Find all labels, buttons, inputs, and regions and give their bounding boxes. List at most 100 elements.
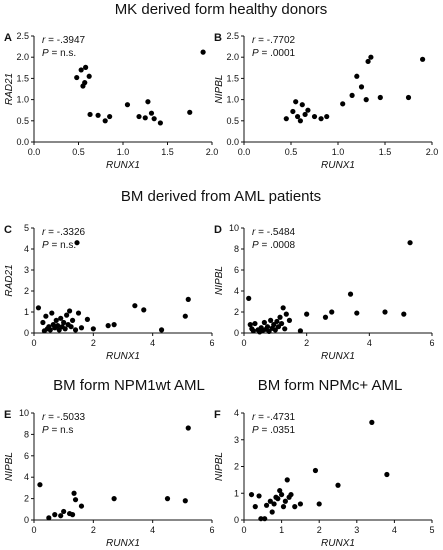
panel-c: C 0 2 4 6 0 1 2 3 4 5 RUNX1 RAD21 r = -.3326 P = n.s.	[4, 223, 215, 362]
data-point-b	[305, 107, 311, 113]
data-point-a	[200, 49, 206, 55]
data-point-e	[72, 497, 79, 503]
stat-r-f: r = -.4731	[252, 412, 296, 423]
data-point-e	[71, 490, 77, 496]
data-point-b	[349, 92, 355, 98]
data-point-f	[258, 516, 264, 522]
data-point-c	[74, 240, 80, 246]
data-point-b	[293, 99, 299, 105]
data-point-e	[185, 425, 191, 431]
data-point-e	[37, 482, 43, 488]
x-tick-label-f: 5	[429, 525, 434, 535]
data-point-b	[311, 113, 318, 120]
data-point-b	[324, 113, 330, 120]
data-point-f	[280, 504, 287, 510]
data-point-f	[269, 509, 275, 515]
data-point-d	[250, 328, 256, 334]
x-tick-label-b: 0.5	[285, 147, 298, 157]
data-point-c	[111, 322, 117, 328]
data-point-a	[78, 67, 84, 73]
y-tick-label-c: 3	[24, 265, 29, 275]
x-tick-label-b: 1.0	[332, 147, 345, 157]
data-point-c	[49, 310, 55, 316]
y-tick-label-e: 6	[24, 451, 29, 461]
panel-letter-d: D	[214, 224, 222, 236]
y-axis-label-b: NIPBL	[214, 75, 225, 104]
stat-r-c: r = -.3326	[42, 227, 86, 238]
x-tick-label-f: 2	[317, 525, 322, 535]
data-point-a	[107, 113, 113, 120]
data-point-d	[279, 320, 285, 327]
data-point-f	[282, 498, 288, 504]
data-point-e	[46, 515, 52, 521]
data-point-c	[40, 319, 46, 326]
data-point-c	[68, 324, 74, 330]
y-tick-label-a: 2.0	[16, 52, 29, 62]
y-tick-label-d: 10	[229, 223, 239, 233]
x-tick-label-a: 0.5	[72, 147, 85, 157]
x-tick-label-d: 0	[241, 338, 246, 348]
stat-r-a: r = -.3947	[42, 35, 86, 46]
data-point-a	[82, 80, 88, 86]
data-point-f	[277, 487, 283, 494]
y-tick-label-a: 1.0	[16, 95, 29, 105]
y-tick-label-e: 2	[24, 494, 29, 504]
data-point-c	[64, 312, 70, 318]
data-point-d	[347, 291, 354, 297]
data-point-b	[294, 113, 301, 120]
stat-p-f: P = .0351	[252, 425, 296, 436]
stat-r-d: r = -.5484	[252, 227, 296, 238]
panel-letter-a: A	[4, 32, 12, 44]
panel-letter-f: F	[214, 409, 221, 421]
x-tick-label-f: 1	[279, 525, 284, 535]
data-point-e	[182, 498, 188, 504]
data-point-b	[340, 101, 346, 107]
stat-p-c: P = n.s.	[42, 240, 76, 251]
data-point-b	[290, 108, 296, 115]
data-point-c	[75, 310, 82, 316]
data-point-f	[279, 491, 285, 498]
data-point-e	[111, 496, 117, 502]
data-point-c	[78, 325, 85, 331]
data-point-c	[62, 326, 68, 332]
x-tick-label-e: 6	[209, 525, 214, 535]
panel-d: D 0 2 4 6 0 2 4 6 8 10 RUNX1 NIPBL r = -.5484 P = .000…	[214, 223, 435, 362]
panel-b: B 0.0 0.5 1.0 1.5 2.0 0.0 0.5 1.0 1.5 2.0 2.5 RUNX1 N…	[214, 31, 438, 171]
data-point-b	[365, 58, 371, 65]
data-point-d	[401, 311, 407, 317]
data-point-d	[264, 324, 271, 330]
data-point-c	[72, 327, 79, 333]
data-point-e	[58, 513, 64, 519]
data-point-d	[252, 320, 258, 327]
y-tick-label-d: 8	[234, 244, 239, 254]
data-point-c	[61, 319, 67, 326]
panel-a: A 0.0 0.5 1.0 1.5 2.0 0.0 0.5 1.0 1.5 2.0 2.5 RUNX1 R…	[4, 31, 218, 171]
data-point-c	[84, 316, 90, 322]
data-point-b	[283, 116, 289, 122]
stat-p-d: P = .0008	[252, 240, 296, 251]
data-point-c	[55, 323, 61, 329]
data-point-a	[102, 118, 108, 124]
data-point-d	[277, 314, 283, 320]
y-tick-label-a: 1.5	[16, 73, 29, 83]
x-tick-label-a: 1.5	[161, 147, 174, 157]
x-tick-label-b: 0.0	[238, 147, 251, 157]
data-point-d	[282, 326, 288, 332]
data-point-f	[316, 501, 322, 507]
data-point-f	[312, 467, 319, 474]
x-axis-label-d: RUNX1	[321, 351, 355, 362]
x-tick-label-f: 0	[241, 525, 246, 535]
section-title-aml-patients: BM derived from AML patients	[121, 188, 321, 205]
y-tick-label-f: 1	[234, 488, 239, 498]
x-tick-label-d: 2	[304, 338, 309, 348]
y-tick-label-f: 4	[234, 408, 239, 418]
y-axis-label-d: NIPBL	[214, 266, 225, 295]
x-tick-label-a: 1.0	[117, 147, 130, 157]
data-point-d	[322, 314, 329, 320]
data-point-d	[283, 311, 289, 317]
data-point-d	[272, 327, 278, 333]
y-tick-label-f: 2	[234, 462, 239, 472]
y-tick-label-c: 5	[24, 223, 29, 233]
data-point-b	[377, 94, 383, 101]
data-point-a	[187, 109, 193, 115]
